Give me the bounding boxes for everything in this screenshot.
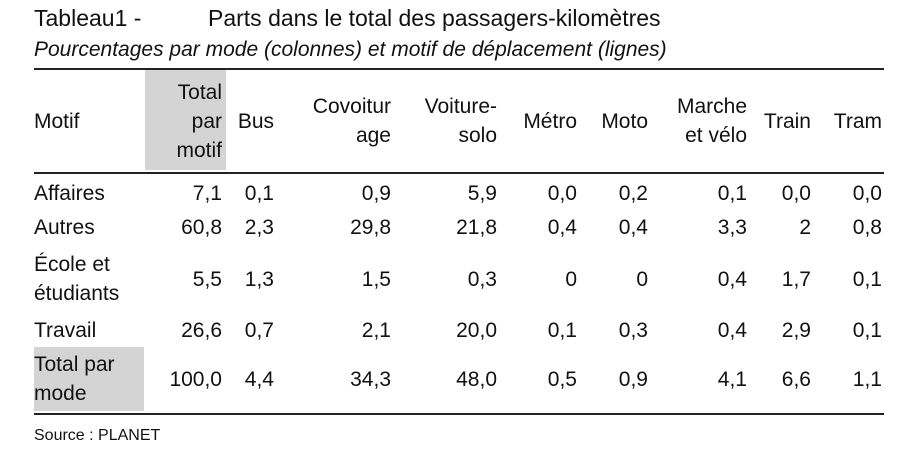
table-cell: 2,1 [361,318,391,342]
table-cell: 0,7 [244,318,274,342]
table-cell: 0 [636,267,648,291]
total-motif-header-highlight [145,70,226,170]
column-header-line: et vélo [685,124,747,147]
table-cell: 5,9 [467,181,497,205]
table-cell: 0,1 [852,267,882,291]
row-label: Total par mode [34,350,115,408]
bottom-rule [34,413,884,415]
column-header-line: Total [177,80,222,104]
table-cell: 1,1 [852,367,882,391]
column-header: Métro [523,107,577,136]
column-header: Train [764,107,811,136]
table-cell: 0,3 [467,267,497,291]
table-cell: 1,5 [361,267,391,291]
table-cell: 0,4 [618,215,648,239]
column-header-line: Train [763,109,811,133]
table-cell: 1,3 [244,267,274,291]
table-cell: 26,6 [181,318,222,342]
table-cell: 0,3 [618,318,648,342]
column-header: Bus [238,107,274,136]
table-cell: 0,4 [717,267,747,291]
header-rule [34,172,884,174]
column-header: Covoitur age [313,92,391,150]
table-cell: 20,0 [456,318,497,342]
source-note: Source : PLANET [34,427,161,444]
table-cell: 0 [565,267,577,291]
row-label-line: Total par [34,353,115,376]
table-cell: 0,5 [547,367,577,391]
table-cell: 100,0 [169,367,222,391]
row-label-line: mode [34,382,87,405]
column-header-line: Voiture- [424,95,497,118]
table-title: Tableau1 - Parts dans le total des passag… [34,4,661,32]
row-label: Autres [34,213,95,242]
table-cell: 0,2 [618,181,648,205]
table-subtitle: Pourcentages par mode (colonnes) et moti… [34,38,667,61]
column-header-line: Métro [523,109,577,133]
column-header: Voiture-solo [425,92,497,150]
table-cell: 60,8 [181,215,222,239]
column-header-line: motif [176,138,222,162]
table-cell: 0,1 [244,181,274,205]
table-cell: 0,1 [852,318,882,342]
table-cell: 3,3 [717,215,747,239]
row-label: École et étudiants [34,250,119,308]
table-cell: 5,5 [192,267,222,291]
table-cell: 0,4 [547,215,577,239]
row-label: Affaires [34,179,105,208]
row-label-line: Travail [34,318,97,342]
column-header-line: Tram [833,109,882,133]
column-header: Motif [34,107,80,136]
table-cell: 0,9 [618,367,648,391]
row-label-line: étudiants [34,282,120,305]
table-cell: 4,1 [717,367,747,391]
column-header-line: Motif [34,109,80,133]
row-label-line: Autres [34,215,95,239]
table-cell: 1,7 [781,267,811,291]
table-cell: 29,8 [350,215,391,239]
table-cell: 0,0 [852,181,882,205]
column-header: Tram [834,107,882,136]
table-cell: 21,8 [456,215,497,239]
column-header: Marche et vélo [677,92,747,150]
top-rule [34,68,884,70]
table-cell: 34,3 [350,367,391,391]
row-label-line: École et [34,253,110,276]
column-header-line: solo [458,124,497,147]
table-cell: 0,8 [852,215,882,239]
table-cell: 6,6 [781,367,811,391]
table-cell: 0,4 [717,318,747,342]
table-cell: 0,1 [547,318,577,342]
table-cell: 2,3 [244,215,274,239]
table-cell: 4,4 [244,367,274,391]
column-header-line: Covoitur [312,95,391,118]
column-header-line: Marche [676,95,747,118]
column-header: Moto [601,107,648,136]
row-label: Travail [34,316,96,345]
table-cell: 0,0 [547,181,577,205]
column-header-line: age [355,124,391,147]
table-cell: 7,1 [192,181,222,205]
table-number: Tableau1 - [34,5,142,31]
column-header: Total par motif [176,78,222,165]
column-header-line: par [191,109,222,133]
table-cell: 2 [799,215,811,239]
table-cell: 2,9 [781,318,811,342]
table-cell: 48,0 [456,367,497,391]
table-cell: 0,9 [361,181,391,205]
total-mode-label-highlight [34,347,144,411]
row-label-line: Affaires [34,181,105,205]
table-cell: 0,0 [781,181,811,205]
table-cell: 0,1 [717,181,747,205]
table-title-text: Parts dans le total des passagers-kilomè… [208,5,661,31]
column-header-line: Moto [601,109,648,133]
column-header-line: Bus [237,109,274,133]
